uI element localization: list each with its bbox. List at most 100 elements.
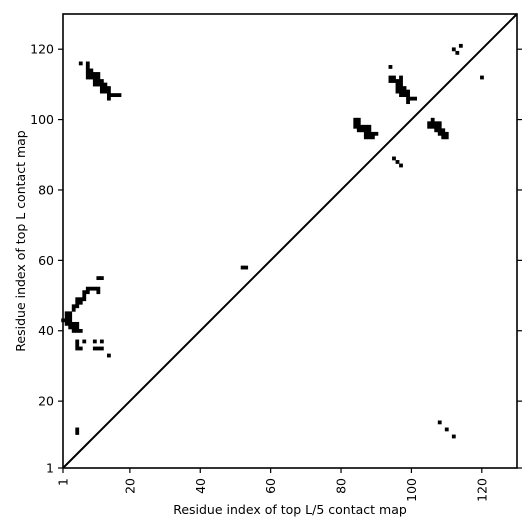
contact-cell: [75, 346, 80, 351]
contact-cell: [402, 86, 407, 90]
contact-cell: [85, 75, 90, 80]
contact-cell: [75, 325, 80, 330]
contact-cell: [75, 431, 80, 435]
contact-cell: [363, 124, 368, 129]
contact-cell: [392, 75, 396, 80]
contact-cell: [82, 290, 87, 295]
contact-cell: [68, 325, 73, 330]
contact-cell: [356, 121, 361, 126]
contact-cell: [395, 86, 400, 90]
contact-cell: [82, 293, 87, 298]
y-tick-label: 80: [38, 182, 54, 197]
contact-cell: [434, 124, 439, 129]
contact-cell: [388, 79, 393, 83]
contact-cell: [92, 72, 97, 76]
contact-cell: [68, 318, 73, 323]
contact-cell: [99, 82, 104, 87]
contact-cell: [85, 68, 90, 73]
x-tick-label: 60: [263, 478, 278, 494]
contact-cell: [437, 124, 442, 129]
plot-frame: [62, 13, 518, 469]
contact-cell: [71, 328, 76, 333]
contact-cell: [444, 427, 449, 432]
contact-cell: [110, 93, 115, 98]
y-tick-label: 1: [46, 461, 54, 476]
x-tick-label: 1: [56, 478, 71, 486]
contact-cell: [406, 96, 410, 101]
contact-cell: [402, 93, 407, 98]
contact-cell: [78, 300, 83, 305]
contact-cell: [395, 160, 400, 164]
contact-cell: [75, 300, 80, 305]
contact-cell: [353, 117, 358, 122]
contact-cell: [64, 314, 69, 319]
contact-cell: [99, 276, 104, 281]
contact-cell: [367, 135, 372, 140]
contact-cell: [96, 82, 101, 87]
contact-cell: [99, 79, 104, 83]
contact-cells: [61, 43, 484, 439]
contact-cell: [64, 311, 69, 316]
contact-cell: [353, 121, 358, 126]
contact-cell: [96, 79, 101, 83]
y-tick-label: 60: [38, 253, 54, 268]
contact-cell: [367, 128, 372, 133]
contact-cell: [92, 79, 97, 83]
contact-cell: [430, 124, 435, 129]
contact-cell: [89, 286, 94, 291]
contact-cell: [85, 65, 90, 69]
contact-cell: [96, 75, 101, 80]
contact-cell: [89, 68, 94, 73]
contact-cell: [106, 96, 111, 101]
contact-cell: [406, 89, 410, 94]
contact-cell: [399, 163, 403, 168]
contact-cell: [75, 328, 80, 333]
contact-cell: [441, 131, 446, 136]
contact-cell: [360, 124, 365, 129]
contact-cell: [363, 135, 368, 140]
contact-cell: [103, 86, 108, 90]
contact-cell: [82, 339, 87, 344]
contact-cell: [78, 346, 83, 351]
contact-cell: [68, 321, 73, 326]
contact-cell: [99, 89, 104, 94]
contact-cell: [96, 72, 101, 76]
contact-cell: [451, 47, 456, 52]
contact-cell: [106, 93, 111, 98]
contact-cell: [480, 75, 484, 80]
contact-cell: [92, 82, 97, 87]
contact-cell: [75, 297, 80, 302]
contact-cell: [64, 321, 69, 326]
contact-cell: [427, 124, 432, 129]
contact-cell: [392, 79, 396, 83]
y-tick-label: 100: [30, 112, 54, 127]
contact-cell: [406, 93, 410, 98]
contact-cell: [451, 434, 456, 439]
contact-cell: [441, 135, 446, 140]
y-axis-title: Residue index of top L contact map: [13, 130, 28, 351]
contact-cell: [75, 339, 80, 344]
y-tick-label: 40: [38, 323, 54, 338]
contact-cell: [399, 93, 403, 98]
x-tick-label: 100: [404, 478, 419, 502]
contact-cell: [96, 276, 101, 281]
contact-cell: [92, 286, 97, 291]
contact-cell: [99, 339, 104, 344]
contact-cell: [78, 328, 83, 333]
contact-cell: [82, 297, 87, 302]
contact-cell: [363, 131, 368, 136]
y-tick-label: 120: [30, 42, 54, 57]
contact-cell: [106, 353, 111, 358]
contact-cell: [85, 286, 90, 291]
contact-cell: [455, 50, 460, 55]
x-tick-label: 40: [193, 478, 208, 494]
contact-cell: [399, 86, 403, 90]
contact-cell: [399, 75, 403, 80]
contact-cell: [92, 346, 97, 351]
contact-cell: [437, 128, 442, 133]
contact-cell: [89, 72, 94, 76]
contact-cell: [78, 61, 83, 66]
contact-cell: [106, 86, 111, 90]
contact-cell: [370, 131, 375, 136]
